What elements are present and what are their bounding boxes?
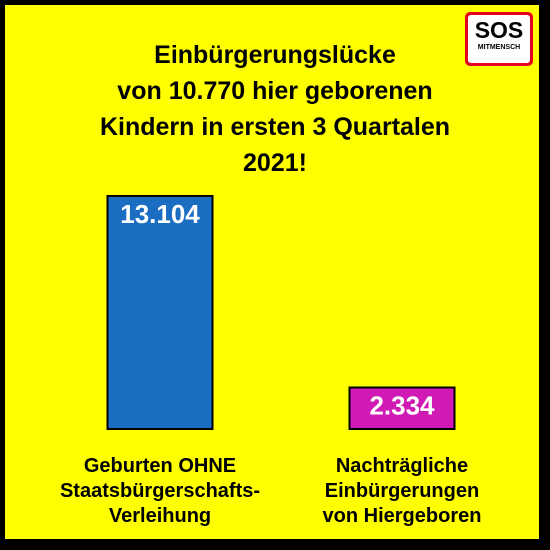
bar-value-label-0: 13.104 <box>120 199 200 229</box>
logo-plate: SOS MITMENSCH <box>468 15 530 63</box>
logo-subtext: MITMENSCH <box>477 44 521 51</box>
bar-value-label-1: 2.334 <box>369 390 435 420</box>
bar-0 <box>106 195 214 430</box>
category-label-line: Verleihung <box>108 505 212 527</box>
chart-title: Einbürgerungslücke von 10.770 hier gebor… <box>65 37 485 181</box>
category-label-births: Geburten OHNE Staatsbürgerschafts- Verle… <box>45 454 275 529</box>
category-label-line: von Hiergeboren <box>322 505 482 527</box>
sos-mitmensch-logo: SOS MITMENSCH <box>465 12 533 66</box>
category-label-line: Einbürgerungen <box>324 480 480 502</box>
category-label-line: Geburten OHNE <box>83 455 237 477</box>
title-line: von 10.770 hier geborenen <box>117 77 433 105</box>
category-label-naturalizations: Nachträgliche Einbürgerungen von Hiergeb… <box>287 454 517 529</box>
title-line: Kindern in ersten 3 Quartalen <box>99 113 451 141</box>
bar-1 <box>348 386 456 430</box>
poster-frame: Einbürgerungslücke von 10.770 hier gebor… <box>2 2 542 542</box>
category-label-line: Nachträgliche <box>335 455 469 477</box>
title-line: 2021! <box>243 149 307 177</box>
bar-chart: 13.104 2.334 <box>106 195 456 430</box>
category-label-line: Staatsbürgerschafts- <box>59 480 261 502</box>
logo-text: SOS <box>474 17 524 43</box>
title-line: Einbürgerungslücke <box>154 41 396 69</box>
